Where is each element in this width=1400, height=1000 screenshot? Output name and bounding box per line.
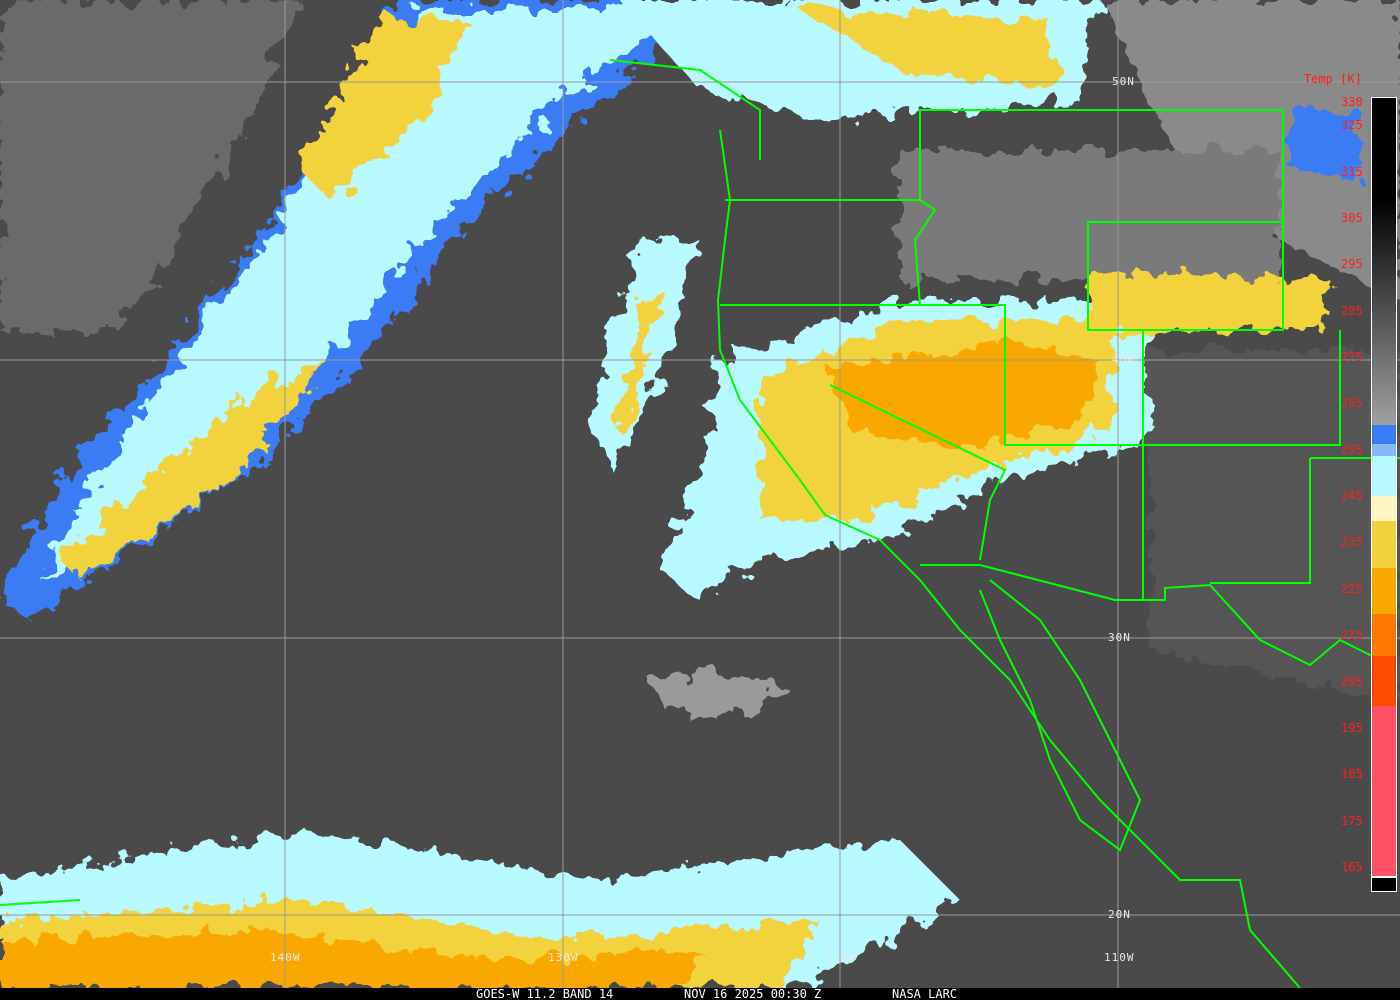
colorbar-tick-label: 195 — [1341, 720, 1363, 735]
temperature-colorbar — [1371, 97, 1397, 892]
colorbar-tick-label: 255 — [1341, 442, 1363, 457]
lat-label: 50N — [1112, 75, 1135, 88]
lon-label: 140W — [270, 951, 301, 964]
colorbar-tick-label: 225 — [1341, 581, 1363, 596]
image-caption: GOES-W 11.2 BAND 14 NOV 16 2025 00:30 Z … — [0, 988, 1400, 1000]
legend-title: Temp [K] — [1304, 72, 1362, 86]
lat-label: 20N — [1108, 908, 1131, 921]
colorbar-tick-label: 315 — [1341, 164, 1363, 179]
lon-label: 120W — [826, 951, 857, 964]
caption-datetime: NOV 16 2025 00:30 Z — [684, 987, 822, 1000]
caption-product: GOES-W 11.2 BAND 14 — [476, 987, 614, 1000]
lon-label: 110W — [1104, 951, 1135, 964]
colorbar-tick-label: 215 — [1341, 628, 1363, 643]
lat-label: 40N — [1112, 353, 1135, 366]
colorbar-tick-label: 245 — [1341, 489, 1363, 504]
lon-label: 130W — [548, 951, 579, 964]
caption-source: NASA LARC — [892, 987, 958, 1000]
colorbar-tick-label: 295 — [1341, 257, 1363, 272]
political-borders — [0, 59, 1400, 988]
colorbar-tick-label: 305 — [1341, 210, 1363, 225]
colorbar-tick-label: 285 — [1341, 303, 1363, 318]
colorbar-tick-label: 165 — [1341, 860, 1363, 874]
colorbar-tick-label: 235 — [1341, 535, 1363, 550]
colorbar-tick-label: 275 — [1341, 350, 1363, 364]
colorbar-tick-label: 175 — [1341, 813, 1363, 828]
lat-label: 30N — [1108, 631, 1131, 644]
colorbar-tick-label: 265 — [1341, 396, 1363, 411]
colorbar-tick-label: 325 — [1341, 118, 1363, 133]
colorbar-tick-label: 330 — [1341, 95, 1363, 109]
colorbar-tick-label: 205 — [1341, 674, 1363, 689]
colorbar-tick-label: 185 — [1341, 767, 1363, 782]
